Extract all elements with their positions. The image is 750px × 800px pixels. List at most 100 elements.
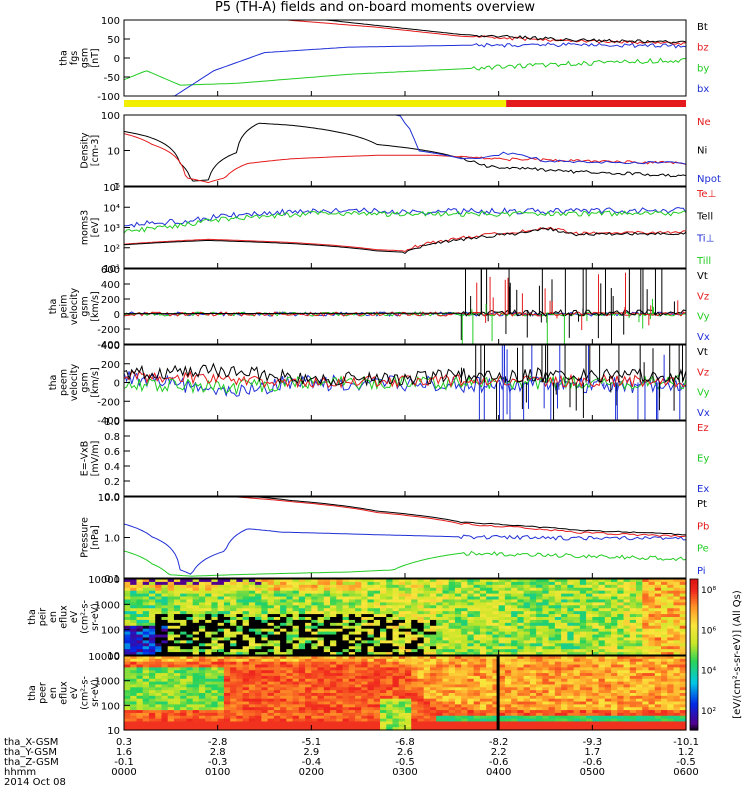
spectro-cell bbox=[292, 634, 300, 639]
spectro-cell bbox=[355, 649, 362, 653]
spectro-cell bbox=[448, 584, 456, 589]
spectro-cell bbox=[273, 712, 281, 717]
spectro-cell bbox=[673, 646, 681, 650]
spectro-cell bbox=[504, 712, 512, 717]
spectro-cell bbox=[230, 643, 237, 647]
spectro-cell bbox=[517, 693, 525, 697]
spectro-cell bbox=[273, 656, 281, 660]
spectro-cell bbox=[642, 701, 650, 705]
series-pe bbox=[123, 550, 687, 577]
spectro-cell bbox=[636, 661, 643, 666]
spectro-cell bbox=[180, 718, 188, 723]
colorbar-segment bbox=[690, 649, 698, 653]
spectro-cell bbox=[217, 727, 225, 731]
spectro-cell bbox=[230, 695, 237, 700]
spectro-cell bbox=[161, 579, 169, 583]
spectro-cell bbox=[405, 643, 412, 647]
spectro-cell bbox=[292, 678, 300, 683]
spectro-cell bbox=[267, 667, 275, 671]
spectro-cell bbox=[230, 707, 237, 711]
spectro-cell bbox=[230, 687, 237, 691]
spectro-cell bbox=[230, 667, 237, 671]
spectro-cell bbox=[136, 710, 144, 714]
spectro-cell bbox=[124, 599, 131, 603]
spectro-cell bbox=[398, 658, 406, 663]
spectro-cell bbox=[267, 599, 275, 603]
spectro-cell bbox=[423, 625, 431, 630]
spectro-cell bbox=[148, 721, 156, 725]
spectro-cell bbox=[492, 646, 500, 650]
spectro-cell bbox=[311, 661, 319, 666]
spectro-cell bbox=[567, 690, 575, 694]
spectro-cell bbox=[679, 693, 687, 697]
spectro-cell bbox=[392, 690, 400, 694]
spectro-cell bbox=[148, 670, 156, 674]
spectro-cell bbox=[386, 649, 394, 653]
spectro-cell bbox=[361, 693, 369, 697]
spectro-cell bbox=[623, 596, 631, 601]
spectro-cell bbox=[511, 673, 518, 677]
spectro-cell bbox=[242, 617, 250, 621]
spectro-cell bbox=[273, 614, 281, 618]
spectro-cell bbox=[286, 634, 294, 639]
spectro-cell bbox=[511, 579, 518, 583]
spectro-cell bbox=[523, 667, 531, 671]
spectro-cell bbox=[286, 661, 294, 666]
spectro-cell bbox=[636, 673, 643, 677]
spectro-cell bbox=[661, 693, 668, 697]
spectro-cell bbox=[473, 687, 481, 691]
spectro-cell bbox=[211, 658, 219, 663]
spectro-cell bbox=[286, 707, 294, 711]
spectro-cell bbox=[448, 622, 456, 627]
spectro-cell bbox=[667, 599, 675, 603]
spectro-cell bbox=[417, 608, 425, 612]
spectro-cell bbox=[461, 695, 469, 700]
spectro-cell bbox=[161, 584, 169, 589]
spectro-cell bbox=[405, 637, 412, 641]
spectro-cell bbox=[217, 631, 225, 636]
spectro-cell bbox=[236, 643, 244, 647]
spectro-cell bbox=[461, 622, 469, 627]
spectro-cell bbox=[192, 614, 200, 618]
spectro-cell bbox=[573, 656, 581, 660]
spectro-cell bbox=[292, 625, 300, 630]
spectro-cell bbox=[173, 587, 181, 592]
spectro-cell bbox=[192, 698, 200, 703]
spectro-cell bbox=[398, 656, 406, 660]
spectro-cell bbox=[217, 721, 225, 725]
spectro-cell bbox=[405, 707, 412, 711]
spectro-cell bbox=[323, 673, 331, 677]
spectro-cell bbox=[373, 667, 381, 671]
spectro-cell bbox=[305, 673, 312, 677]
spectro-cell bbox=[461, 599, 469, 603]
spectro-cell bbox=[448, 698, 456, 703]
spectro-cell bbox=[211, 590, 219, 595]
spectro-cell bbox=[561, 715, 568, 720]
spectro-cell bbox=[205, 701, 213, 705]
y-axis-label-line: moms3 bbox=[80, 210, 91, 245]
spectro-cell bbox=[161, 581, 169, 586]
spectro-cell bbox=[392, 712, 400, 717]
spectro-cell bbox=[311, 681, 319, 686]
spectro-cell bbox=[317, 581, 325, 586]
spectro-cell bbox=[298, 614, 306, 618]
spectro-cell bbox=[654, 675, 662, 680]
spectro-cell bbox=[148, 715, 156, 720]
spectro-cell bbox=[361, 640, 369, 644]
spectro-cell bbox=[648, 721, 656, 725]
spectro-cell bbox=[429, 602, 437, 606]
spectro-cell bbox=[523, 698, 531, 703]
spectro-cell bbox=[373, 622, 381, 627]
spectro-cell bbox=[311, 718, 319, 723]
spectro-cell bbox=[330, 593, 337, 598]
spectro-cell bbox=[479, 581, 487, 586]
spectro-cell bbox=[336, 640, 344, 644]
spectro-cell bbox=[592, 687, 600, 691]
spectro-cell bbox=[511, 715, 518, 720]
spectro-cell bbox=[473, 712, 481, 717]
spectro-cell bbox=[317, 628, 325, 633]
spectro-cell bbox=[205, 695, 213, 700]
spectro-cell bbox=[479, 656, 487, 660]
spectro-cell bbox=[186, 681, 194, 686]
spectro-cell bbox=[504, 649, 512, 653]
